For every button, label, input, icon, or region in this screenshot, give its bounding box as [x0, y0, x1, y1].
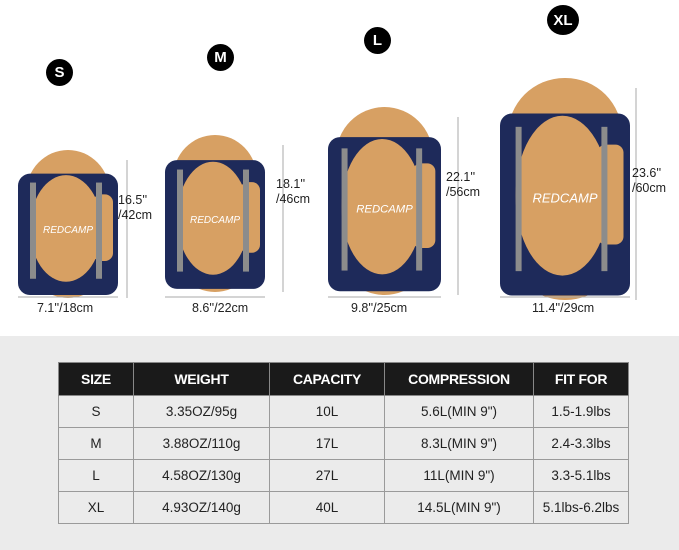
height-label-s: 16.5''/42cm [118, 193, 153, 222]
table-row: M 3.88OZ/110g 17L 8.3L(MIN 9") 2.4-3.3lbs [58, 427, 629, 460]
table-cell: 3.88OZ/110g [133, 427, 270, 460]
bag-panel [177, 161, 249, 275]
table-cell: 11L(MIN 9") [384, 459, 534, 492]
width-label-m: 8.6''/22cm [192, 301, 249, 315]
table-cell: 40L [269, 491, 385, 524]
strap [243, 169, 249, 272]
header-weight: WEIGHT [133, 362, 270, 396]
table-cell: 27L [269, 459, 385, 492]
strap [341, 148, 348, 271]
header-compression: COMPRESSION [384, 362, 534, 396]
table-cell: 8.3L(MIN 9") [384, 427, 534, 460]
table-cell: 4.93OZ/140g [133, 491, 270, 524]
bag-panel [341, 138, 423, 275]
width-label-xl: 11.4''/29cm [532, 301, 595, 315]
header-fit-for: FIT FOR [533, 362, 629, 396]
table-row: L 4.58OZ/130g 27L 11L(MIN 9") 3.3-5.1lbs [58, 459, 629, 492]
table-header-row: SIZE WEIGHT CAPACITY COMPRESSION FIT FOR [58, 362, 629, 396]
size-badge-l: L [364, 27, 391, 54]
height-label-m: 18.1''/46cm [276, 177, 311, 206]
height-label-xl: 23.6''/60cm [632, 166, 667, 195]
strap [177, 169, 183, 272]
bags-illustration: REDCAMP REDCAMP REDCAMP REDCAMP [18, 78, 637, 300]
table-cell: L [58, 459, 134, 492]
bag-panel [30, 175, 102, 282]
strap [96, 182, 102, 279]
width-label-l: 9.8''/25cm [351, 301, 408, 315]
brand-logo: REDCAMP [356, 203, 413, 215]
spec-table: SIZE WEIGHT CAPACITY COMPRESSION FIT FOR… [58, 362, 629, 524]
table-cell: 4.58OZ/130g [133, 459, 270, 492]
header-capacity: CAPACITY [269, 362, 385, 396]
bag-panel [515, 115, 610, 276]
table-cell: 3.3-5.1lbs [533, 459, 629, 492]
size-badge-m: M [207, 44, 234, 71]
table-row: S 3.35OZ/95g 10L 5.6L(MIN 9") 1.5-1.9lbs [58, 395, 629, 428]
table-cell: 2.4-3.3lbs [533, 427, 629, 460]
brand-logo: REDCAMP [43, 225, 93, 236]
table-cell: XL [58, 491, 134, 524]
header-size: SIZE [58, 362, 134, 396]
width-label-s: 7.1''/18cm [37, 301, 94, 315]
strap [30, 182, 36, 279]
table-cell: 3.35OZ/95g [133, 395, 270, 428]
strap [515, 126, 522, 272]
table-cell: 17L [269, 427, 385, 460]
table-cell: 10L [269, 395, 385, 428]
table-cell: 1.5-1.9lbs [533, 395, 629, 428]
table-cell: 14.5L(MIN 9") [384, 491, 534, 524]
brand-logo: REDCAMP [532, 190, 597, 205]
table-cell: 5.1lbs-6.2lbs [533, 491, 629, 524]
brand-logo: REDCAMP [190, 215, 240, 226]
size-badge-xl: XL [547, 5, 579, 35]
size-badge-s: S [46, 59, 73, 86]
strap [601, 126, 608, 272]
height-label-l: 22.1''/56cm [446, 170, 481, 199]
table-cell: M [58, 427, 134, 460]
strap [416, 148, 423, 271]
table-row: XL 4.93OZ/140g 40L 14.5L(MIN 9") 5.1lbs-6.2l… [58, 491, 629, 524]
table-cell: S [58, 395, 134, 428]
table-cell: 5.6L(MIN 9") [384, 395, 534, 428]
